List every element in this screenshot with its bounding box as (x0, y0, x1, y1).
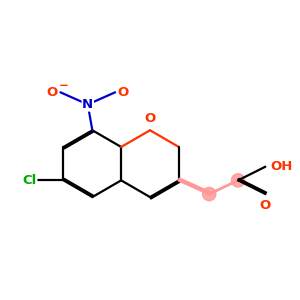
Text: O: O (260, 200, 271, 212)
Circle shape (202, 187, 216, 201)
Text: OH: OH (270, 160, 292, 173)
Text: O: O (118, 86, 129, 99)
Text: −: − (59, 79, 69, 92)
Text: Cl: Cl (22, 174, 37, 187)
Circle shape (231, 174, 245, 187)
Text: O: O (144, 112, 156, 125)
Text: O: O (47, 86, 58, 99)
Text: N: N (82, 98, 93, 111)
